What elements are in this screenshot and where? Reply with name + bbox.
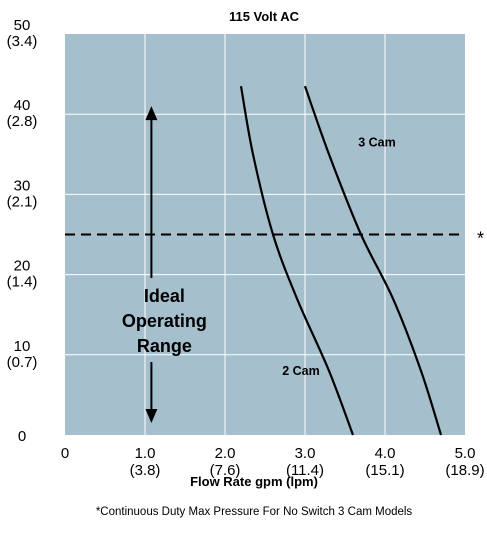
x-tick-labels: 0 1.0(3.8) 2.0(7.6) 3.0(11.4) 4.0(15.1) 5.0(1…	[61, 445, 485, 479]
series-lines	[239, 85, 443, 436]
x-tick-label-0: 0	[61, 445, 69, 462]
series-labels: 2 Cam 3 Cam	[282, 135, 396, 378]
y-tick-label-5: 50	[14, 17, 31, 34]
x-tick-label-2: 2.0	[215, 445, 236, 462]
y-tick-labels: 0 10(0.7) 20(1.4) 30(2.1) 40(2.8) 50(3.4)	[7, 17, 38, 445]
y-tick-label-1: 10	[14, 338, 31, 355]
y-tick-sublabel-5: (3.4)	[7, 33, 38, 50]
arrow-down-head	[145, 408, 158, 423]
chart-title: 115 Volt AC	[229, 9, 300, 24]
x-tick-sublabel-1: (3.8)	[130, 462, 161, 479]
x-tick-label-1: 1.0	[135, 445, 156, 462]
x-axis-label: Flow Rate gpm (lpm)	[190, 474, 318, 489]
annotation-line-2: Range	[137, 336, 192, 356]
x-tick-sublabel-3: (11.4)	[286, 462, 324, 479]
x-tick-label-4: 4.0	[375, 445, 396, 462]
y-tick-sublabel-1: (0.7)	[7, 354, 38, 371]
ideal-range-annotation: Ideal Operating Range	[122, 106, 207, 423]
y-tick-label-2: 20	[14, 258, 31, 275]
annotation-line-1: Operating	[122, 311, 207, 331]
series-line-1	[303, 85, 443, 436]
x-tick-sublabel-4: (15.1)	[365, 462, 404, 479]
y-tick-sublabel-2: (1.4)	[7, 274, 38, 291]
y-tick-label-4: 40	[14, 97, 31, 114]
x-tick-sublabel-5: (18.9)	[445, 462, 484, 479]
y-tick-sublabel-4: (2.8)	[7, 113, 38, 130]
reference-line-marker: *	[477, 229, 484, 249]
x-tick-label-3: 3.0	[295, 445, 316, 462]
series-label-0: 2 Cam	[282, 364, 320, 378]
arrow-up-head	[145, 106, 158, 121]
x-tick-label-5: 5.0	[455, 445, 476, 462]
y-tick-sublabel-3: (2.1)	[7, 193, 38, 210]
series-line-0	[239, 85, 355, 436]
y-tick-label-3: 30	[14, 177, 31, 194]
series-label-1: 3 Cam	[358, 135, 396, 149]
annotation-line-0: Ideal	[144, 286, 185, 306]
footnote: *Continuous Duty Max Pressure For No Swi…	[96, 506, 413, 518]
x-tick-sublabel-2: (7.6)	[210, 462, 241, 479]
y-tick-label-0: 0	[18, 428, 26, 445]
